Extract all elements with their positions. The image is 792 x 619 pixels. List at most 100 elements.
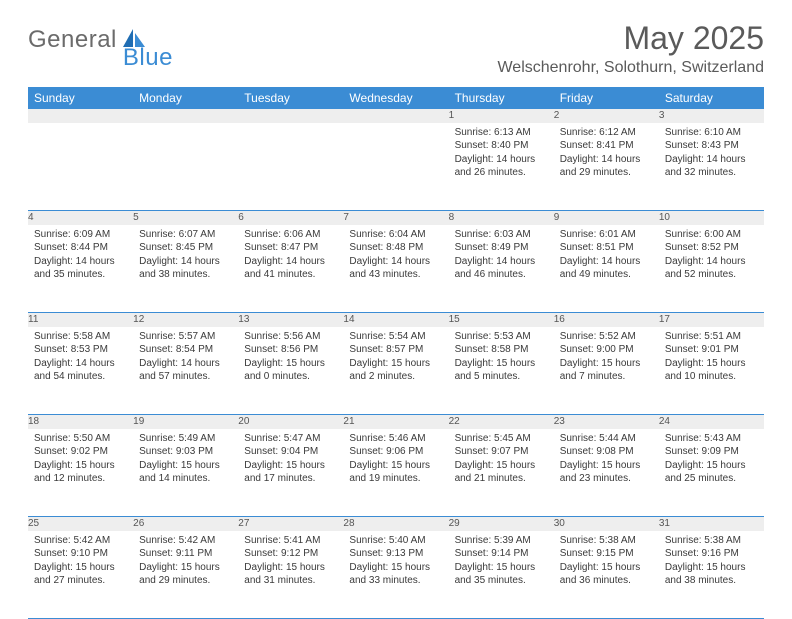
daylight-text: Daylight: 15 hours and 27 minutes. xyxy=(34,561,127,588)
day-cell: Sunrise: 6:01 AMSunset: 8:51 PMDaylight:… xyxy=(554,225,659,313)
day-cell: Sunrise: 5:44 AMSunset: 9:08 PMDaylight:… xyxy=(554,429,659,517)
day-number-cell: 20 xyxy=(238,415,343,429)
day-cell: Sunrise: 6:13 AMSunset: 8:40 PMDaylight:… xyxy=(449,123,554,211)
day-cell: Sunrise: 5:46 AMSunset: 9:06 PMDaylight:… xyxy=(343,429,448,517)
sunset-text: Sunset: 8:49 PM xyxy=(455,241,548,255)
day-cell: Sunrise: 5:47 AMSunset: 9:04 PMDaylight:… xyxy=(238,429,343,517)
sunset-text: Sunset: 9:00 PM xyxy=(560,343,653,357)
sunset-text: Sunset: 9:04 PM xyxy=(244,445,337,459)
day-number-cell: 14 xyxy=(343,313,448,327)
sunset-text: Sunset: 8:52 PM xyxy=(665,241,758,255)
daylight-text: Daylight: 15 hours and 2 minutes. xyxy=(349,357,442,384)
day-number-cell: 12 xyxy=(133,313,238,327)
day-cell: Sunrise: 5:41 AMSunset: 9:12 PMDaylight:… xyxy=(238,531,343,619)
daylight-text: Daylight: 14 hours and 49 minutes. xyxy=(560,255,653,282)
weekday-header: Wednesday xyxy=(343,87,448,109)
day-cell: Sunrise: 6:00 AMSunset: 8:52 PMDaylight:… xyxy=(659,225,764,313)
day-number-cell: 27 xyxy=(238,517,343,531)
day-cell: Sunrise: 5:53 AMSunset: 8:58 PMDaylight:… xyxy=(449,327,554,415)
weekday-header: Sunday xyxy=(28,87,133,109)
sunset-text: Sunset: 8:44 PM xyxy=(34,241,127,255)
sunrise-text: Sunrise: 6:06 AM xyxy=(244,228,337,242)
day-number-row: 11121314151617 xyxy=(28,313,764,327)
weekday-header-row: Sunday Monday Tuesday Wednesday Thursday… xyxy=(28,87,764,109)
sunset-text: Sunset: 8:47 PM xyxy=(244,241,337,255)
daylight-text: Daylight: 14 hours and 41 minutes. xyxy=(244,255,337,282)
day-cell: Sunrise: 5:58 AMSunset: 8:53 PMDaylight:… xyxy=(28,327,133,415)
day-body-row: Sunrise: 5:50 AMSunset: 9:02 PMDaylight:… xyxy=(28,429,764,517)
day-cell xyxy=(238,123,343,211)
sunset-text: Sunset: 9:11 PM xyxy=(139,547,232,561)
sunset-text: Sunset: 8:41 PM xyxy=(560,139,653,153)
sunset-text: Sunset: 9:10 PM xyxy=(34,547,127,561)
day-number-cell: 28 xyxy=(343,517,448,531)
weekday-header: Friday xyxy=(554,87,659,109)
day-number-cell: 29 xyxy=(449,517,554,531)
day-number-cell: 3 xyxy=(659,109,764,123)
sunrise-text: Sunrise: 6:09 AM xyxy=(34,228,127,242)
sunrise-text: Sunrise: 5:52 AM xyxy=(560,330,653,344)
day-number-cell: 1 xyxy=(449,109,554,123)
day-number-cell: 31 xyxy=(659,517,764,531)
day-number-cell: 16 xyxy=(554,313,659,327)
daylight-text: Daylight: 14 hours and 32 minutes. xyxy=(665,153,758,180)
sunrise-text: Sunrise: 5:44 AM xyxy=(560,432,653,446)
day-cell: Sunrise: 5:38 AMSunset: 9:16 PMDaylight:… xyxy=(659,531,764,619)
daylight-text: Daylight: 15 hours and 19 minutes. xyxy=(349,459,442,486)
daylight-text: Daylight: 15 hours and 35 minutes. xyxy=(455,561,548,588)
day-number-cell xyxy=(238,109,343,123)
weekday-header: Monday xyxy=(133,87,238,109)
sunrise-text: Sunrise: 5:42 AM xyxy=(139,534,232,548)
sunrise-text: Sunrise: 5:45 AM xyxy=(455,432,548,446)
daylight-text: Daylight: 15 hours and 0 minutes. xyxy=(244,357,337,384)
sunrise-text: Sunrise: 5:41 AM xyxy=(244,534,337,548)
day-cell: Sunrise: 5:42 AMSunset: 9:10 PMDaylight:… xyxy=(28,531,133,619)
sunrise-text: Sunrise: 5:57 AM xyxy=(139,330,232,344)
daylight-text: Daylight: 14 hours and 38 minutes. xyxy=(139,255,232,282)
sunrise-text: Sunrise: 6:00 AM xyxy=(665,228,758,242)
daylight-text: Daylight: 14 hours and 43 minutes. xyxy=(349,255,442,282)
day-number-cell: 5 xyxy=(133,211,238,225)
sunrise-text: Sunrise: 5:46 AM xyxy=(349,432,442,446)
day-body-row: Sunrise: 6:09 AMSunset: 8:44 PM Daylight:… xyxy=(28,225,764,313)
day-body-row: Sunrise: 6:13 AMSunset: 8:40 PMDaylight:… xyxy=(28,123,764,211)
day-cell: Sunrise: 6:03 AMSunset: 8:49 PMDaylight:… xyxy=(449,225,554,313)
day-cell: Sunrise: 5:39 AMSunset: 9:14 PMDaylight:… xyxy=(449,531,554,619)
sunset-text: Sunset: 9:16 PM xyxy=(665,547,758,561)
sunset-text: Sunset: 8:57 PM xyxy=(349,343,442,357)
daylight-text: Daylight: 14 hours and 29 minutes. xyxy=(560,153,653,180)
day-number-cell: 23 xyxy=(554,415,659,429)
day-number-cell xyxy=(133,109,238,123)
day-cell: Sunrise: 5:54 AMSunset: 8:57 PMDaylight:… xyxy=(343,327,448,415)
brand-logo: General Blue xyxy=(28,20,173,54)
day-cell: Sunrise: 6:10 AMSunset: 8:43 PMDaylight:… xyxy=(659,123,764,211)
sunset-text: Sunset: 9:03 PM xyxy=(139,445,232,459)
day-number-cell: 21 xyxy=(343,415,448,429)
sunset-text: Sunset: 8:58 PM xyxy=(455,343,548,357)
sunrise-text: Sunrise: 5:53 AM xyxy=(455,330,548,344)
day-cell: Sunrise: 5:56 AMSunset: 8:56 PMDaylight:… xyxy=(238,327,343,415)
sunset-text: Sunset: 8:48 PM xyxy=(349,241,442,255)
title-block: May 2025 Welschenrohr, Solothurn, Switze… xyxy=(497,20,764,77)
sunrise-text: Sunrise: 6:10 AM xyxy=(665,126,758,140)
day-cell: Sunrise: 5:51 AMSunset: 9:01 PMDaylight:… xyxy=(659,327,764,415)
day-number-cell: 9 xyxy=(554,211,659,225)
sunrise-text: Sunrise: 5:56 AM xyxy=(244,330,337,344)
day-number-row: 123 xyxy=(28,109,764,123)
sunset-text: Sunset: 9:15 PM xyxy=(560,547,653,561)
sunset-text: Sunset: 8:51 PM xyxy=(560,241,653,255)
daylight-text: Daylight: 15 hours and 14 minutes. xyxy=(139,459,232,486)
daylight-text: Daylight: 14 hours and 46 minutes. xyxy=(455,255,548,282)
sunset-text: Sunset: 9:06 PM xyxy=(349,445,442,459)
daylight-text: Daylight: 15 hours and 7 minutes. xyxy=(560,357,653,384)
brand-text-1: General xyxy=(28,26,117,54)
location-text: Welschenrohr, Solothurn, Switzerland xyxy=(497,59,764,77)
sunrise-text: Sunrise: 5:49 AM xyxy=(139,432,232,446)
sunrise-text: Sunrise: 5:40 AM xyxy=(349,534,442,548)
sunrise-text: Sunrise: 5:47 AM xyxy=(244,432,337,446)
day-number-cell: 15 xyxy=(449,313,554,327)
sunset-text: Sunset: 9:02 PM xyxy=(34,445,127,459)
daylight-text: Daylight: 15 hours and 31 minutes. xyxy=(244,561,337,588)
weekday-header: Saturday xyxy=(659,87,764,109)
page-header: General Blue May 2025 Welschenrohr, Solo… xyxy=(28,20,764,77)
